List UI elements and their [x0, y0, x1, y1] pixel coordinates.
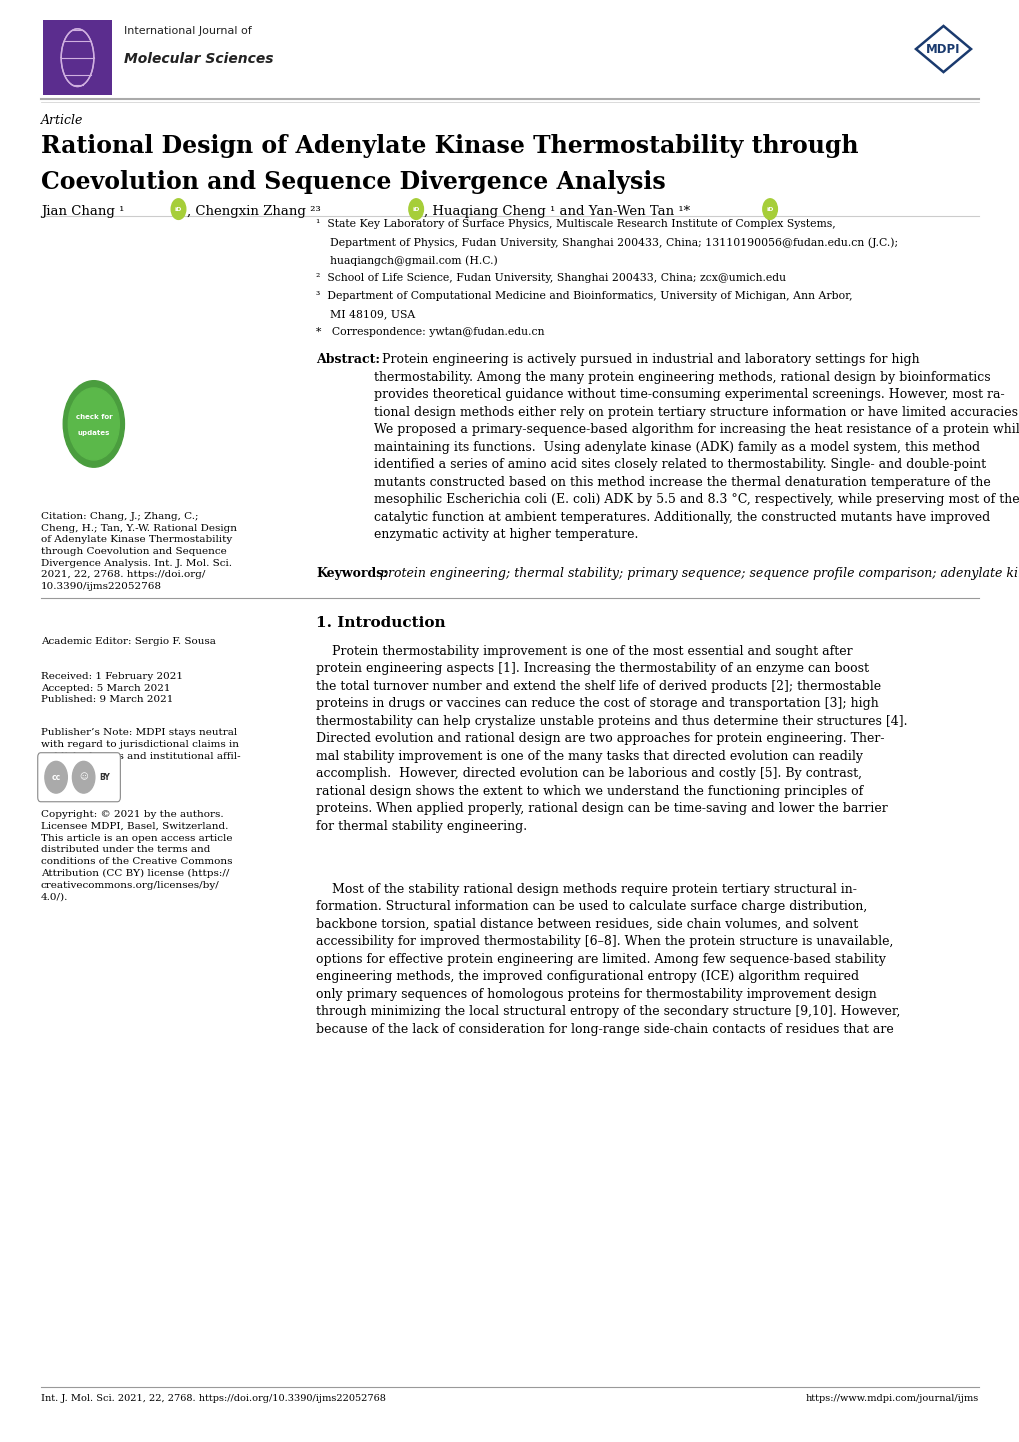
- FancyBboxPatch shape: [38, 753, 120, 802]
- Text: ☺: ☺: [79, 773, 88, 782]
- Text: Protein engineering is actively pursued in industrial and laboratory settings fo: Protein engineering is actively pursued …: [374, 353, 1019, 541]
- Text: cc: cc: [51, 773, 61, 782]
- Text: Department of Physics, Fudan University, Shanghai 200433, China; 13110190056@fud: Department of Physics, Fudan University,…: [316, 236, 898, 248]
- Text: Most of the stability rational design methods require protein tertiary structura: Most of the stability rational design me…: [316, 883, 900, 1035]
- Text: ³  Department of Computational Medicine and Bioinformatics, University of Michig: ³ Department of Computational Medicine a…: [316, 291, 852, 301]
- Text: Received: 1 February 2021
Accepted: 5 March 2021
Published: 9 March 2021: Received: 1 February 2021 Accepted: 5 Ma…: [41, 672, 182, 704]
- Circle shape: [762, 199, 776, 219]
- Text: Jian Chang ¹: Jian Chang ¹: [41, 205, 124, 218]
- Text: huaqiangch@gmail.com (H.C.): huaqiangch@gmail.com (H.C.): [316, 255, 497, 265]
- Text: MDPI: MDPI: [925, 42, 960, 56]
- FancyBboxPatch shape: [43, 20, 112, 95]
- Text: Int. J. Mol. Sci. 2021, 22, 2768. https://doi.org/10.3390/ijms22052768: Int. J. Mol. Sci. 2021, 22, 2768. https:…: [41, 1394, 385, 1403]
- Text: Publisher’s Note: MDPI stays neutral
with regard to jurisdictional claims in
pub: Publisher’s Note: MDPI stays neutral wit…: [41, 728, 240, 771]
- Text: Keywords:: Keywords:: [316, 567, 387, 580]
- Text: ²  School of Life Science, Fudan University, Shanghai 200433, China; zcx@umich.e: ² School of Life Science, Fudan Universi…: [316, 274, 786, 283]
- Text: 1. Introduction: 1. Introduction: [316, 616, 445, 630]
- Circle shape: [45, 761, 67, 793]
- Text: iD: iD: [765, 206, 773, 212]
- Text: https://www.mdpi.com/journal/ijms: https://www.mdpi.com/journal/ijms: [805, 1394, 978, 1403]
- Text: Copyright: © 2021 by the authors.
Licensee MDPI, Basel, Switzerland.
This articl: Copyright: © 2021 by the authors. Licens…: [41, 810, 232, 901]
- Text: protein engineering; thermal stability; primary sequence; sequence profile compa: protein engineering; thermal stability; …: [380, 567, 1019, 580]
- Text: ¹  State Key Laboratory of Surface Physics, Multiscale Research Institute of Com: ¹ State Key Laboratory of Surface Physic…: [316, 219, 836, 229]
- Text: BY: BY: [100, 773, 110, 782]
- Text: Rational Design of Adenylate Kinase Thermostability through: Rational Design of Adenylate Kinase Ther…: [41, 134, 857, 159]
- Text: Citation: Chang, J.; Zhang, C.;
Cheng, H.; Tan, Y.-W. Rational Design
of Adenyla: Citation: Chang, J.; Zhang, C.; Cheng, H…: [41, 512, 236, 591]
- Text: MI 48109, USA: MI 48109, USA: [316, 309, 415, 319]
- Circle shape: [68, 388, 119, 460]
- Text: updates: updates: [77, 430, 110, 435]
- Circle shape: [409, 199, 423, 219]
- Text: check for: check for: [75, 414, 112, 420]
- Text: iD: iD: [412, 206, 420, 212]
- Text: International Journal of: International Journal of: [124, 26, 252, 36]
- Text: Article: Article: [41, 114, 84, 127]
- Text: , Chengxin Zhang ²³: , Chengxin Zhang ²³: [186, 205, 320, 218]
- Circle shape: [171, 199, 185, 219]
- Text: Molecular Sciences: Molecular Sciences: [124, 52, 274, 66]
- Text: Protein thermostability improvement is one of the most essential and sought afte: Protein thermostability improvement is o…: [316, 645, 907, 832]
- Text: Abstract:: Abstract:: [316, 353, 380, 366]
- Text: Coevolution and Sequence Divergence Analysis: Coevolution and Sequence Divergence Anal…: [41, 170, 665, 195]
- Text: *   Correspondence: ywtan@fudan.edu.cn: * Correspondence: ywtan@fudan.edu.cn: [316, 327, 544, 337]
- Circle shape: [63, 381, 124, 467]
- Text: Academic Editor: Sergio F. Sousa: Academic Editor: Sergio F. Sousa: [41, 637, 215, 646]
- Text: iD: iD: [174, 206, 182, 212]
- Circle shape: [72, 761, 95, 793]
- Text: , Huaqiang Cheng ¹ and Yan-Wen Tan ¹*: , Huaqiang Cheng ¹ and Yan-Wen Tan ¹*: [424, 205, 690, 218]
